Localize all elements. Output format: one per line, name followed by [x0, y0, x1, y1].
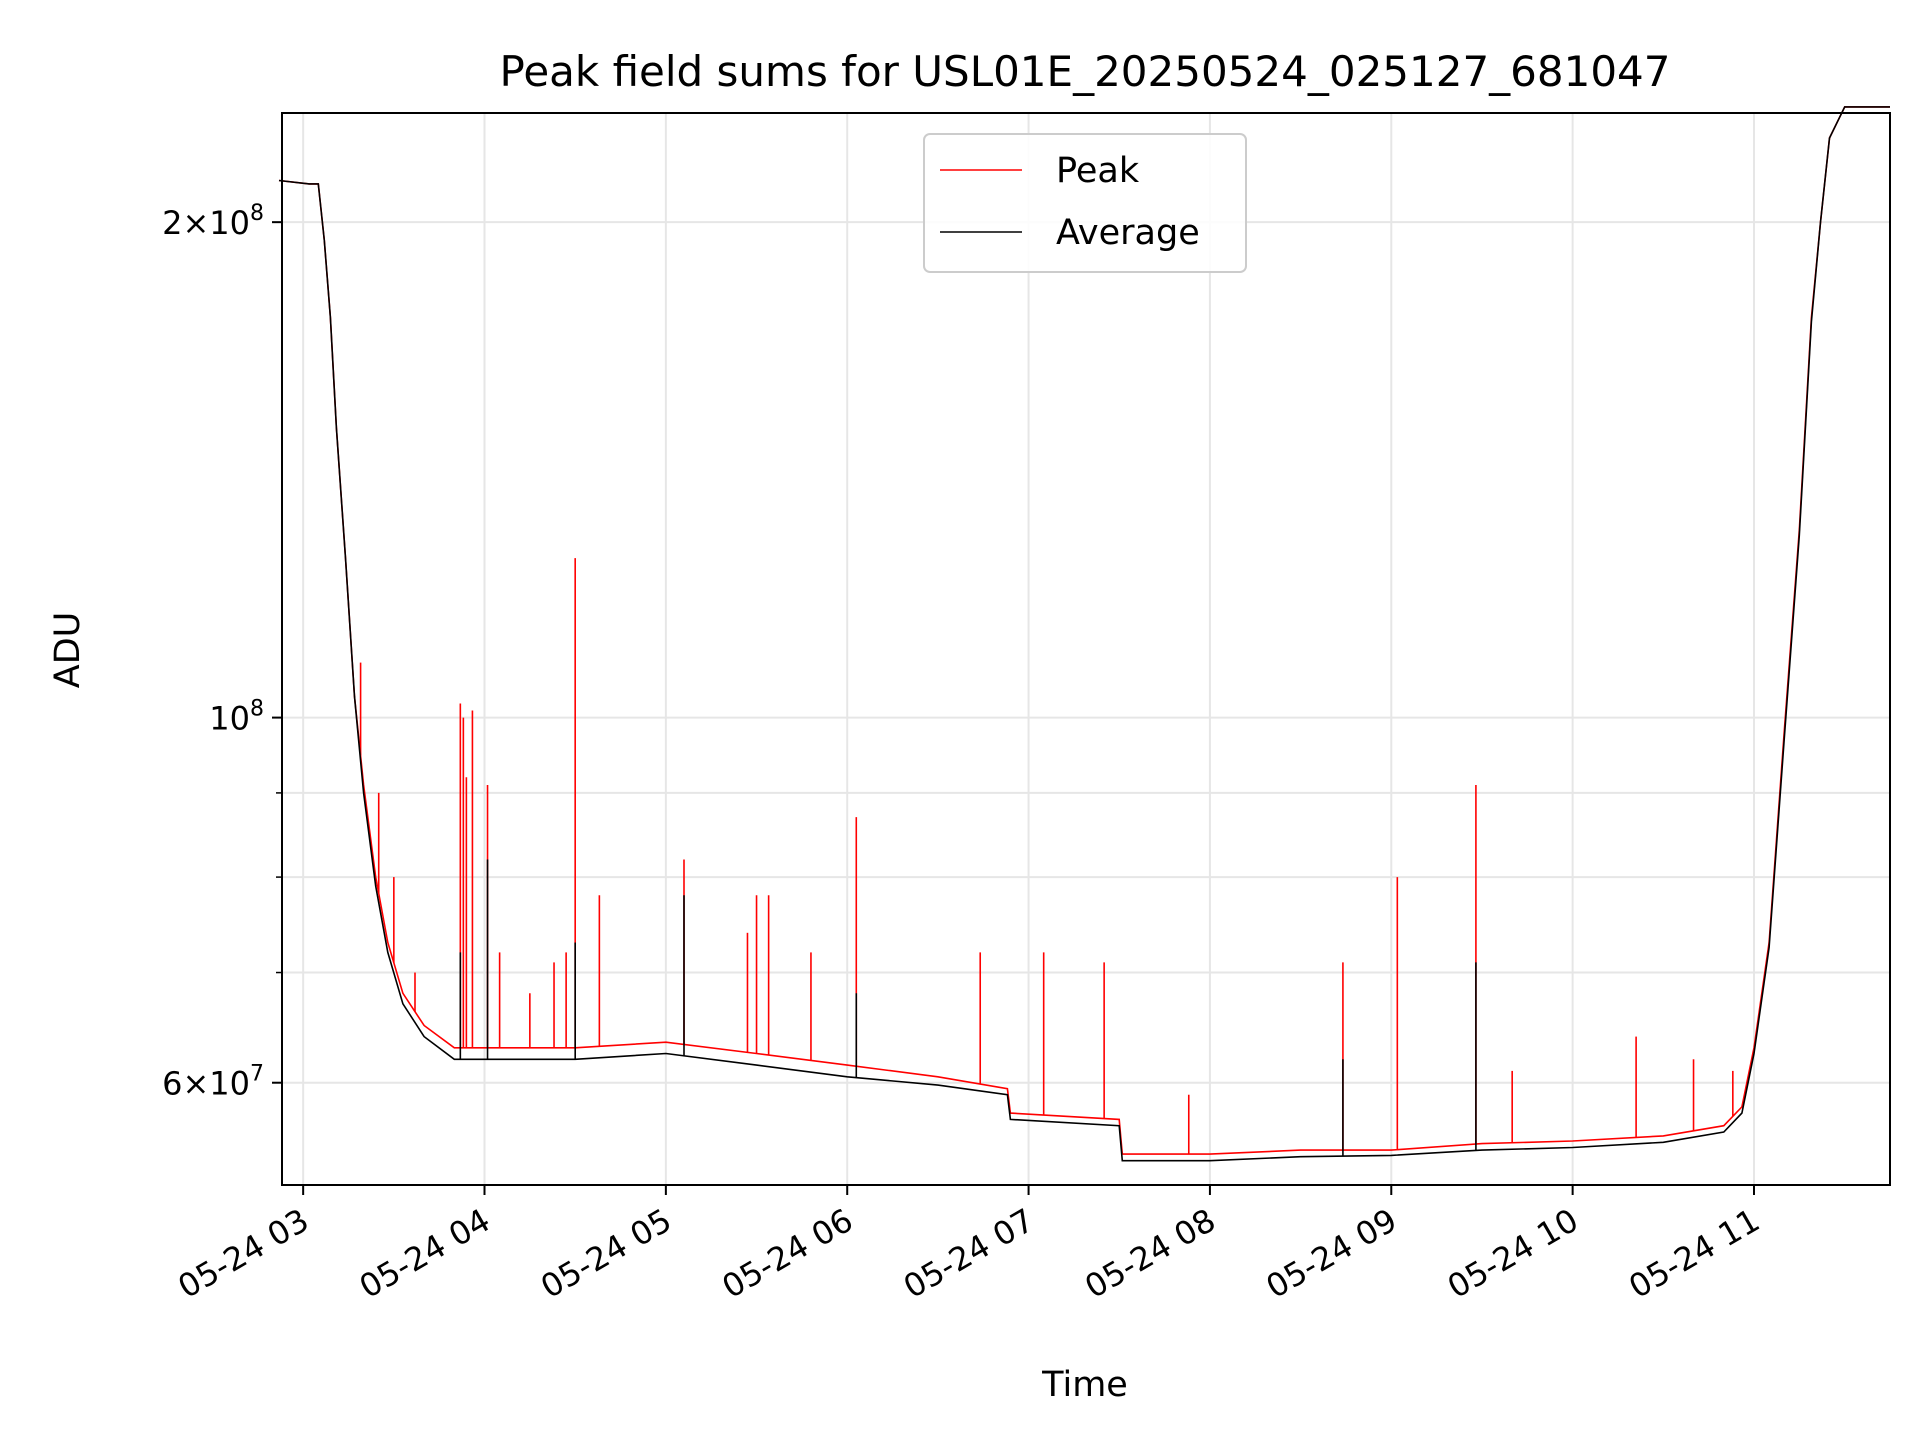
y-axis-title: ADU	[48, 612, 88, 689]
chart-title: Peak field sums for USL01E_20250524_0251…	[499, 47, 1670, 96]
y-axis: 6×107 108 2×108	[162, 201, 282, 1103]
legend-box	[923, 133, 1247, 273]
y-tick-label: 2×108	[162, 201, 264, 242]
series-layer	[278, 106, 1890, 1162]
series-line-average	[278, 106, 1890, 1162]
y-tick-label: 6×107	[162, 1062, 264, 1103]
plot-frame	[281, 112, 1891, 1186]
legend: Peak Average	[923, 133, 1247, 273]
legend-label-average: Average	[1056, 213, 1200, 253]
y-tick-label: 108	[209, 697, 264, 738]
legend-label-peak: Peak	[1056, 151, 1140, 191]
x-axis-title: Time	[1041, 1365, 1128, 1405]
